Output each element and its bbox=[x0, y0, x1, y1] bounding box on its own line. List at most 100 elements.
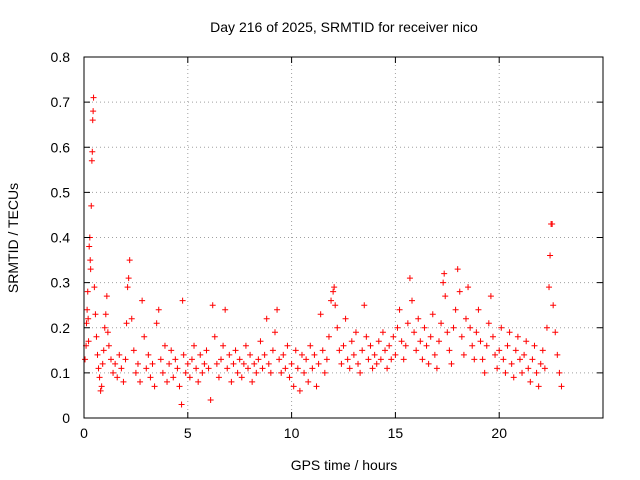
data-point bbox=[550, 302, 557, 309]
data-point bbox=[554, 351, 561, 358]
data-point bbox=[361, 302, 368, 309]
data-point bbox=[541, 365, 548, 372]
data-point bbox=[342, 315, 349, 322]
data-point bbox=[431, 351, 438, 358]
data-point bbox=[411, 329, 418, 336]
data-point bbox=[442, 293, 449, 300]
data-point bbox=[265, 360, 272, 367]
data-point bbox=[153, 320, 160, 327]
data-point bbox=[278, 369, 285, 376]
data-point bbox=[355, 360, 362, 367]
data-point bbox=[485, 320, 492, 327]
data-point bbox=[132, 369, 139, 376]
data-point bbox=[128, 315, 135, 322]
data-point bbox=[130, 347, 137, 354]
data-point bbox=[184, 360, 191, 367]
data-point bbox=[508, 360, 515, 367]
data-point bbox=[174, 365, 181, 372]
data-point bbox=[350, 351, 357, 358]
data-point bbox=[87, 257, 94, 264]
data-point bbox=[124, 284, 131, 291]
data-point bbox=[201, 360, 208, 367]
data-point bbox=[313, 383, 320, 390]
data-point bbox=[373, 360, 380, 367]
data-point bbox=[107, 356, 114, 363]
data-point bbox=[479, 356, 486, 363]
data-point bbox=[441, 270, 448, 277]
data-point bbox=[471, 356, 478, 363]
data-point bbox=[404, 320, 411, 327]
data-point bbox=[141, 333, 148, 340]
data-point bbox=[496, 347, 503, 354]
chart-title: Day 216 of 2025, SRMTID for receiver nic… bbox=[210, 19, 478, 35]
data-point bbox=[139, 297, 146, 304]
data-point bbox=[96, 374, 103, 381]
data-point bbox=[274, 306, 281, 313]
x-tick-label: 20 bbox=[491, 425, 507, 441]
data-point bbox=[280, 351, 287, 358]
data-point bbox=[467, 324, 474, 331]
data-point bbox=[234, 369, 241, 376]
data-point bbox=[516, 356, 523, 363]
data-point bbox=[224, 365, 231, 372]
data-point bbox=[145, 351, 152, 358]
data-point bbox=[458, 333, 465, 340]
data-point bbox=[172, 356, 179, 363]
data-point bbox=[539, 347, 546, 354]
data-point bbox=[294, 365, 301, 372]
data-point bbox=[98, 383, 105, 390]
data-point bbox=[228, 378, 235, 385]
data-point bbox=[475, 306, 482, 313]
data-point bbox=[427, 333, 434, 340]
data-point bbox=[116, 351, 123, 358]
data-series bbox=[82, 94, 565, 408]
data-point bbox=[134, 360, 141, 367]
data-point bbox=[423, 342, 430, 349]
data-point bbox=[315, 360, 322, 367]
data-point bbox=[147, 374, 154, 381]
data-point bbox=[537, 360, 544, 367]
data-point bbox=[454, 266, 461, 273]
data-point bbox=[311, 351, 318, 358]
data-point bbox=[340, 342, 347, 349]
data-point bbox=[137, 378, 144, 385]
data-point bbox=[377, 356, 384, 363]
data-point bbox=[371, 351, 378, 358]
x-tick-label: 5 bbox=[184, 425, 192, 441]
data-point bbox=[292, 347, 299, 354]
y-tick-labels: 0 0.1 0.2 0.3 0.4 0.5 0.6 0.7 0.8 bbox=[51, 49, 71, 426]
data-point bbox=[348, 338, 355, 345]
data-point bbox=[104, 329, 111, 336]
data-point bbox=[330, 288, 337, 295]
data-point bbox=[440, 279, 447, 286]
data-point bbox=[89, 148, 96, 155]
data-point bbox=[168, 347, 175, 354]
data-point bbox=[419, 356, 426, 363]
data-point bbox=[344, 356, 351, 363]
data-point bbox=[271, 329, 278, 336]
data-point bbox=[257, 338, 264, 345]
data-point bbox=[222, 306, 229, 313]
data-point bbox=[242, 342, 249, 349]
data-point bbox=[93, 333, 100, 340]
data-point bbox=[251, 360, 258, 367]
data-point bbox=[446, 347, 453, 354]
data-point bbox=[556, 369, 563, 376]
data-point bbox=[261, 351, 268, 358]
data-point bbox=[477, 338, 484, 345]
data-point bbox=[448, 360, 455, 367]
data-point bbox=[450, 324, 457, 331]
y-tick-label: 0.4 bbox=[51, 230, 71, 246]
data-point bbox=[529, 356, 536, 363]
data-point bbox=[230, 360, 237, 367]
x-axis-label: GPS time / hours bbox=[291, 457, 398, 473]
data-point bbox=[86, 243, 93, 250]
data-point bbox=[384, 365, 391, 372]
grid bbox=[84, 57, 603, 418]
data-point bbox=[176, 383, 183, 390]
data-point bbox=[236, 356, 243, 363]
data-point bbox=[500, 356, 507, 363]
data-point bbox=[122, 356, 129, 363]
data-point bbox=[309, 365, 316, 372]
data-point bbox=[179, 297, 186, 304]
